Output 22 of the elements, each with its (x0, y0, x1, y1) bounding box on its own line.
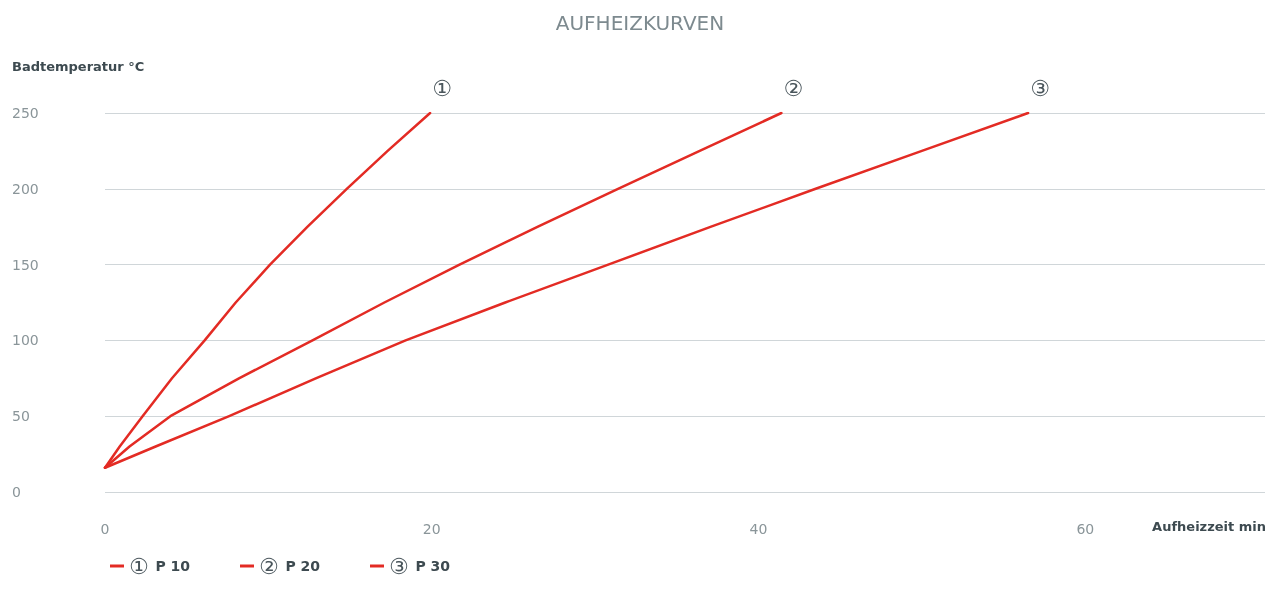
y-tick-label: 150 (12, 256, 39, 273)
y-tick-label: 200 (12, 180, 39, 197)
annotation: ② (783, 75, 804, 101)
y-tick-label: 100 (12, 332, 39, 349)
text: ① (129, 553, 149, 579)
chart-title: AUFHEIZKURVEN (555, 11, 725, 35)
x-tick-label: 40 (749, 521, 768, 537)
x-axis-title: Aufheizzeit min (1152, 519, 1266, 534)
text: ③ (389, 553, 409, 579)
x-tick-label: 60 (1076, 521, 1095, 537)
y-axis-title: Badtemperatur °C (12, 59, 145, 74)
y-tick-label: 250 (12, 105, 39, 121)
legend-label: P 20 (285, 558, 321, 574)
text: ② (259, 553, 279, 579)
y-tick-label: 50 (12, 408, 30, 425)
annotation: ① (432, 75, 452, 101)
legend-label: P 30 (415, 558, 451, 574)
x-tick-label: 0 (100, 521, 110, 537)
x-tick-label: 20 (422, 521, 441, 537)
legend-label: P 10 (155, 558, 191, 574)
annotation: ③ (1030, 75, 1050, 101)
y-tick-label: 0 (12, 484, 21, 500)
